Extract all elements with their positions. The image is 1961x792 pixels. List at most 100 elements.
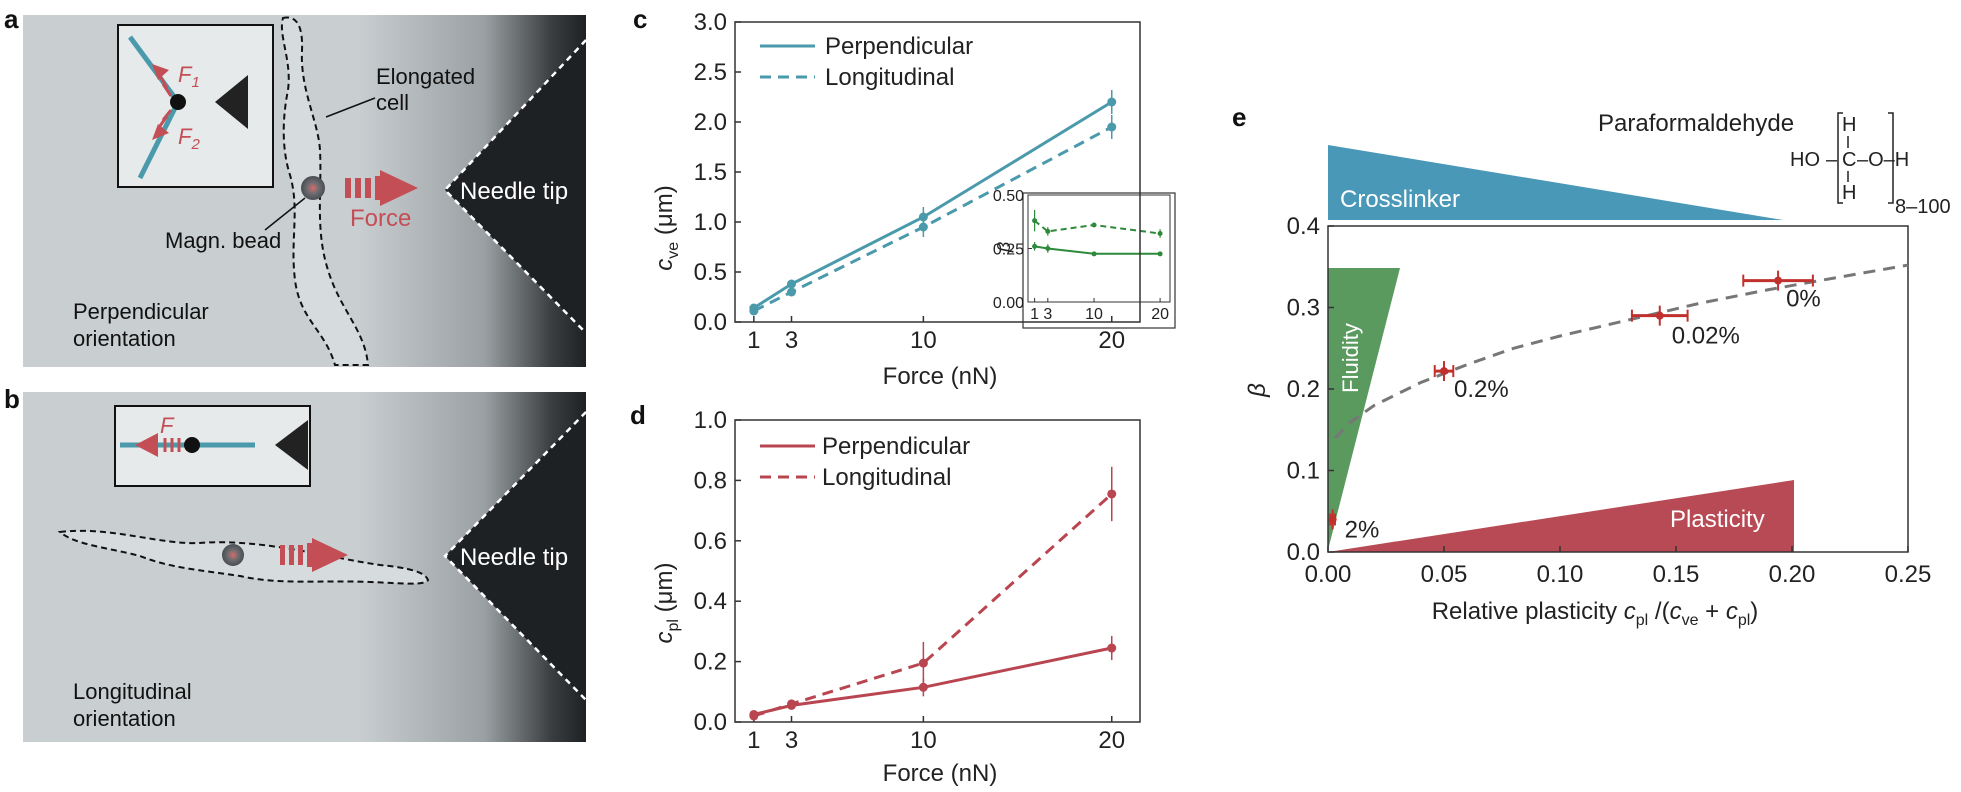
formula-ho: HO <box>1790 149 1820 171</box>
chart-d-series-0-point-2 <box>918 682 928 692</box>
chart-e-xlabel: Relative plasticity cpl /(cve + cpl) <box>1432 598 1759 629</box>
crosslinker-wedge <box>1328 145 1783 220</box>
chart-c-ytick-label-0: 0.0 <box>694 309 727 336</box>
panel-a-letter: a <box>4 4 19 34</box>
bead-label-a: Magn. bead <box>165 228 281 253</box>
chart-c-inset: β 0.00 0.25 0.50 1 3 10 20 <box>993 188 1176 329</box>
needle-outline-a <box>443 39 587 334</box>
chart-d-legend: Perpendicular Longitudinal <box>760 433 970 491</box>
chart-c-series-0-line <box>752 100 1113 310</box>
chart-e-xtick-label-0: 0.00 <box>1305 561 1352 588</box>
chart-c-xtick-label-1: 3 <box>785 327 798 354</box>
chart-e-ytick-label-3: 0.3 <box>1287 295 1320 322</box>
chart-e-point-2 <box>1655 311 1664 320</box>
needle-outline-b <box>443 411 587 701</box>
chart-d-series-0-point-3 <box>1107 643 1117 653</box>
formula-bracket-left <box>1837 112 1843 204</box>
chart-d-ytick-label-0: 0.0 <box>694 709 727 736</box>
inset-c-xtick-label-0: 1 <box>1030 306 1039 323</box>
chart-d-series-0-line <box>753 646 1113 716</box>
panel-d-chart: d cpl (μm) Force (nN) Perpendicular Long… <box>630 400 1141 787</box>
inset-b-arrow-head <box>135 433 158 457</box>
chart-e-point-0 <box>1328 515 1337 524</box>
plasticity-wedge <box>1328 480 1794 552</box>
inset-c-xtick-label-2: 10 <box>1085 306 1103 323</box>
needle-tip-a <box>445 40 586 333</box>
inset-a-arrow-f1-head <box>152 64 169 80</box>
inset-c-series-1-point-1 <box>1045 228 1051 234</box>
inset-c-background <box>1022 192 1176 329</box>
chart-c-series-1-line <box>753 125 1113 313</box>
inset-c-ytick-label-2: 0.50 <box>993 188 1024 205</box>
chart-d-plot-frame <box>734 419 1141 723</box>
inset-c-xtick-label-3: 20 <box>1151 306 1169 323</box>
orientation-label-b-2: orientation <box>73 706 176 731</box>
chart-e-point-3 <box>1774 276 1783 285</box>
inset-c-series-1-line <box>1033 219 1161 235</box>
inset-c-xtick-label-1: 3 <box>1043 306 1052 323</box>
inset-b: F <box>114 405 311 487</box>
inset-a-arrow-f2-head <box>152 124 169 140</box>
chart-d-xtick-label-3: 20 <box>1098 727 1125 754</box>
chart-c-series-1-point-2 <box>918 222 928 232</box>
chart-e-ytick-label-0: 0.0 <box>1287 539 1320 566</box>
paraformaldehyde-formula: H HO – C –O–H H 8–100 <box>1790 112 1951 218</box>
inset-a-arrow-f2-shaft <box>158 109 173 127</box>
panel-b: b Needle tip Longitudinal orientation F <box>4 384 587 742</box>
paraformaldehyde-label: Paraformaldehyde <box>1598 110 1794 137</box>
chart-c-xtick-label-3: 20 <box>1098 327 1125 354</box>
bead-pointer-a <box>264 197 306 231</box>
chart-d-xtick-label-1: 3 <box>785 727 798 754</box>
plasticity-label: Plasticity <box>1670 506 1765 533</box>
force-arrow-b <box>280 538 348 572</box>
inset-b-bead <box>184 437 200 453</box>
inset-a-f2: F2 <box>178 124 200 153</box>
magnetic-bead-a <box>301 176 325 200</box>
chart-e-point-1 <box>1440 367 1448 376</box>
chart-c-ytick-label-6: 3.0 <box>694 9 727 36</box>
chart-e-ytick-label-4: 0.4 <box>1287 213 1320 240</box>
formula-bracket-right <box>1888 112 1894 204</box>
chart-d-ytick-label-5: 1.0 <box>694 407 727 434</box>
chart-d-xlabel: Force (nN) <box>883 760 998 787</box>
chart-e-xtick-label-3: 0.15 <box>1653 561 1700 588</box>
formula-o-h: –O–H <box>1857 149 1909 171</box>
inset-a: F1 F2 <box>117 24 274 188</box>
inset-a-bead <box>170 94 186 110</box>
formula-dash: – <box>1826 149 1838 171</box>
chart-c-xtick-label-0: 1 <box>747 327 760 354</box>
chart-e-point-2-label: 0.02% <box>1672 323 1740 350</box>
panel-c-chart: c cve (μm) Force (nN) Perpendicular Long… <box>633 4 1176 390</box>
formula-h-top: H <box>1842 114 1856 136</box>
panel-c-letter: c <box>633 4 647 34</box>
chart-d-xtick-label-2: 10 <box>910 727 937 754</box>
cell-label-a: cell <box>376 90 409 115</box>
legend-d-longitudinal: Longitudinal <box>822 464 951 491</box>
elongated-cell-outline-b <box>57 529 430 585</box>
cell-pointer-a <box>325 97 376 118</box>
fluidity-label: Fluidity <box>1338 323 1363 393</box>
chart-e-point-1-label: 0.2% <box>1454 376 1509 403</box>
chart-c-xtick-label-2: 10 <box>910 327 937 354</box>
formula-subscript: 8–100 <box>1895 196 1951 218</box>
inset-c-series-0-point-1 <box>1045 246 1051 251</box>
chart-d-series-1-point-1 <box>787 699 797 709</box>
chart-c-series-1-point-3 <box>1107 122 1117 132</box>
chart-c-series-0-point-1 <box>787 279 797 289</box>
inset-c-series-0-point-0 <box>1032 243 1038 249</box>
inset-c-series-1-point-3 <box>1157 231 1163 237</box>
chart-c-legend: Perpendicular Longitudinal <box>760 33 973 91</box>
inset-c-series-0-point-3 <box>1157 251 1163 257</box>
inset-c-series-1-point-0 <box>1032 218 1038 224</box>
inset-c-series-0-point-2 <box>1091 251 1097 257</box>
chart-d-ytick-label-2: 0.4 <box>694 588 727 615</box>
chart-e-point-3-label: 0% <box>1786 286 1821 313</box>
inset-b-f: F <box>160 413 175 438</box>
chart-e-ylabel: β <box>1244 383 1271 398</box>
needle-tip-label-a: Needle tip <box>460 178 568 205</box>
chart-e-ytick-label-2: 0.2 <box>1287 376 1320 403</box>
crosslinker-label: Crosslinker <box>1340 186 1460 213</box>
chart-d-ytick-label-1: 0.2 <box>694 649 727 676</box>
force-arrow-a <box>345 170 418 206</box>
